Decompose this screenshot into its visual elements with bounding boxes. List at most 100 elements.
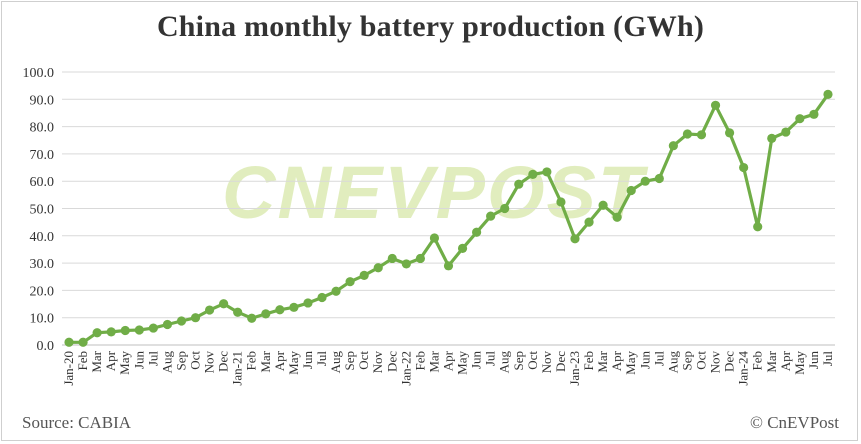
data-point	[162, 319, 173, 330]
data-point	[317, 292, 327, 303]
x-tick-label: Mar	[595, 350, 610, 372]
x-tick-label: Jan-23	[567, 351, 582, 386]
data-point	[359, 270, 369, 280]
x-tick-label: Jul	[483, 351, 498, 367]
data-point	[415, 253, 425, 264]
data-point	[373, 263, 383, 273]
x-tick-label: Mar	[258, 350, 273, 372]
y-tick-label: 40.0	[30, 230, 55, 245]
data-point	[261, 309, 271, 319]
data-point	[106, 327, 116, 337]
x-tick-label: Jul	[651, 351, 666, 367]
data-point	[724, 128, 735, 138]
x-tick-label: May	[286, 351, 301, 375]
x-tick-label: May	[455, 351, 470, 375]
x-tick-label: Feb	[244, 351, 259, 371]
y-tick-label: 50.0	[30, 203, 55, 218]
data-point	[500, 203, 510, 214]
data-point	[345, 277, 355, 287]
x-tick-label: Dec	[216, 351, 231, 372]
x-tick-label: Mar	[89, 350, 104, 372]
x-tick-label: Apr	[103, 350, 118, 371]
y-tick-label: 20.0	[30, 284, 55, 299]
x-tick-label: Feb	[750, 351, 765, 371]
data-point	[219, 299, 229, 309]
x-tick-label: Jun	[300, 351, 315, 370]
data-point	[795, 114, 805, 124]
y-tick-label: 10.0	[30, 312, 55, 327]
x-tick-label: Sep	[173, 351, 188, 371]
y-tick-label: 80.0	[30, 121, 55, 136]
data-point	[809, 109, 819, 119]
x-tick-label: Nov	[539, 351, 554, 374]
x-tick-label: Sep	[679, 351, 694, 371]
watermark: CNEVPOST	[222, 151, 646, 234]
data-point	[120, 325, 130, 336]
y-tick-label: 60.0	[30, 175, 55, 190]
data-point	[78, 337, 88, 347]
x-tick-label: Oct	[356, 351, 371, 370]
data-point	[190, 313, 201, 323]
source-note: Source: CABIA	[22, 413, 132, 432]
x-tick-label: Oct	[525, 351, 540, 370]
x-tick-label: Mar	[426, 350, 441, 372]
x-tick-label: Oct	[188, 351, 203, 370]
x-tick-label: Jun	[469, 351, 484, 370]
x-tick-label: Jan-21	[230, 351, 245, 386]
data-point	[233, 307, 243, 317]
x-tick-label: Nov	[202, 351, 217, 374]
data-point	[204, 305, 215, 315]
copyright-credit: © CnEVPost	[750, 413, 839, 432]
data-point	[696, 130, 707, 140]
data-point	[640, 176, 650, 186]
x-tick-label: Jun	[637, 351, 652, 370]
data-point	[682, 129, 693, 139]
data-point	[654, 173, 664, 184]
x-tick-label: Jan-20	[61, 351, 76, 386]
x-tick-label: Feb	[412, 351, 427, 371]
data-point	[303, 298, 313, 308]
x-tick-label: Dec	[722, 351, 737, 372]
chart-title: China monthly battery production (GWh)	[156, 10, 705, 43]
data-point	[767, 133, 777, 143]
data-point	[443, 261, 454, 271]
data-point	[753, 222, 763, 232]
data-point	[598, 200, 608, 210]
x-tick-label: Apr	[272, 350, 287, 371]
x-tick-label: Mar	[764, 350, 779, 372]
x-tick-label: May	[792, 351, 807, 375]
data-point	[514, 179, 524, 189]
data-point	[64, 337, 74, 347]
x-tick-label: Feb	[581, 351, 596, 371]
x-tick-label: Jan-22	[398, 351, 413, 386]
data-point	[275, 305, 285, 315]
x-tick-label: Apr	[441, 350, 456, 371]
x-tick-label: Jun	[131, 351, 146, 370]
data-point	[486, 211, 496, 221]
data-point	[710, 100, 721, 110]
x-tick-label: Aug	[159, 351, 174, 374]
x-tick-label: Aug	[497, 351, 512, 374]
x-tick-label: Apr	[778, 350, 793, 371]
y-tick-label: 90.0	[30, 93, 55, 108]
data-point	[331, 286, 341, 296]
data-point	[457, 243, 468, 253]
data-point	[542, 167, 552, 177]
x-tick-label: Oct	[693, 351, 708, 370]
x-tick-label: Feb	[75, 351, 90, 371]
data-point	[556, 197, 566, 207]
y-tick-label: 100.0	[23, 66, 55, 81]
x-tick-label: Jan-24	[736, 351, 751, 386]
x-tick-label: Aug	[328, 351, 343, 374]
x-tick-label: Jun	[806, 351, 821, 370]
data-point	[739, 162, 749, 173]
x-tick-label: Sep	[511, 351, 526, 371]
x-tick-label: Nov	[370, 351, 385, 374]
data-point	[612, 212, 622, 222]
data-point	[92, 328, 102, 338]
x-tick-label: Dec	[553, 351, 568, 372]
x-tick-label: Aug	[665, 351, 680, 374]
x-tick-label: May	[117, 351, 132, 375]
x-tick-label: Dec	[384, 351, 399, 372]
y-tick-label: 30.0	[30, 257, 55, 272]
